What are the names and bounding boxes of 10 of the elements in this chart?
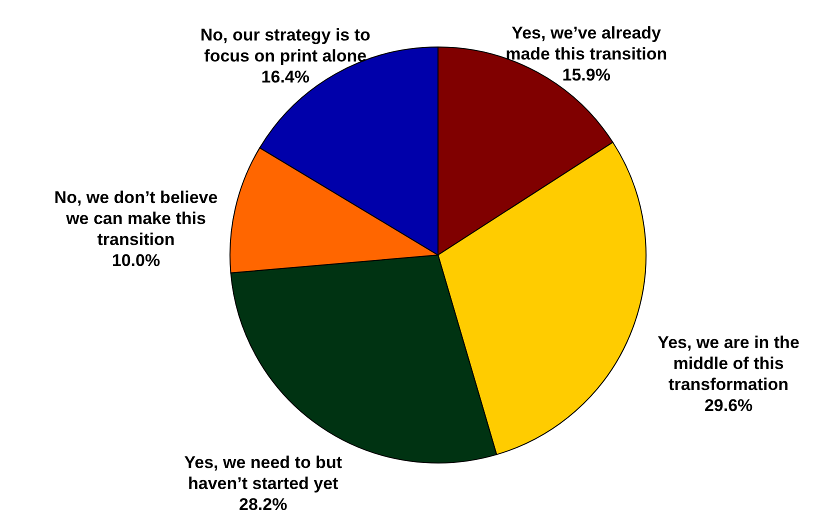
slice-label: No, we don’t believe we can make this transition <box>54 188 218 250</box>
slice-label: Yes, we are in the middle of this transformation <box>658 332 800 394</box>
data-label: 10.0% <box>112 251 160 270</box>
data-label: 28.2% <box>239 495 288 510</box>
data-label: 29.6% <box>704 396 753 415</box>
data-label: 15.9% <box>562 66 610 85</box>
slice-label: Yes, we need to but haven’t started yet <box>184 453 342 494</box>
slice-label: Yes, we’ve already made this transition <box>506 24 668 64</box>
slice-label: No, our strategy is to focus on print alone <box>200 26 370 66</box>
data-label: 16.4% <box>261 68 310 87</box>
